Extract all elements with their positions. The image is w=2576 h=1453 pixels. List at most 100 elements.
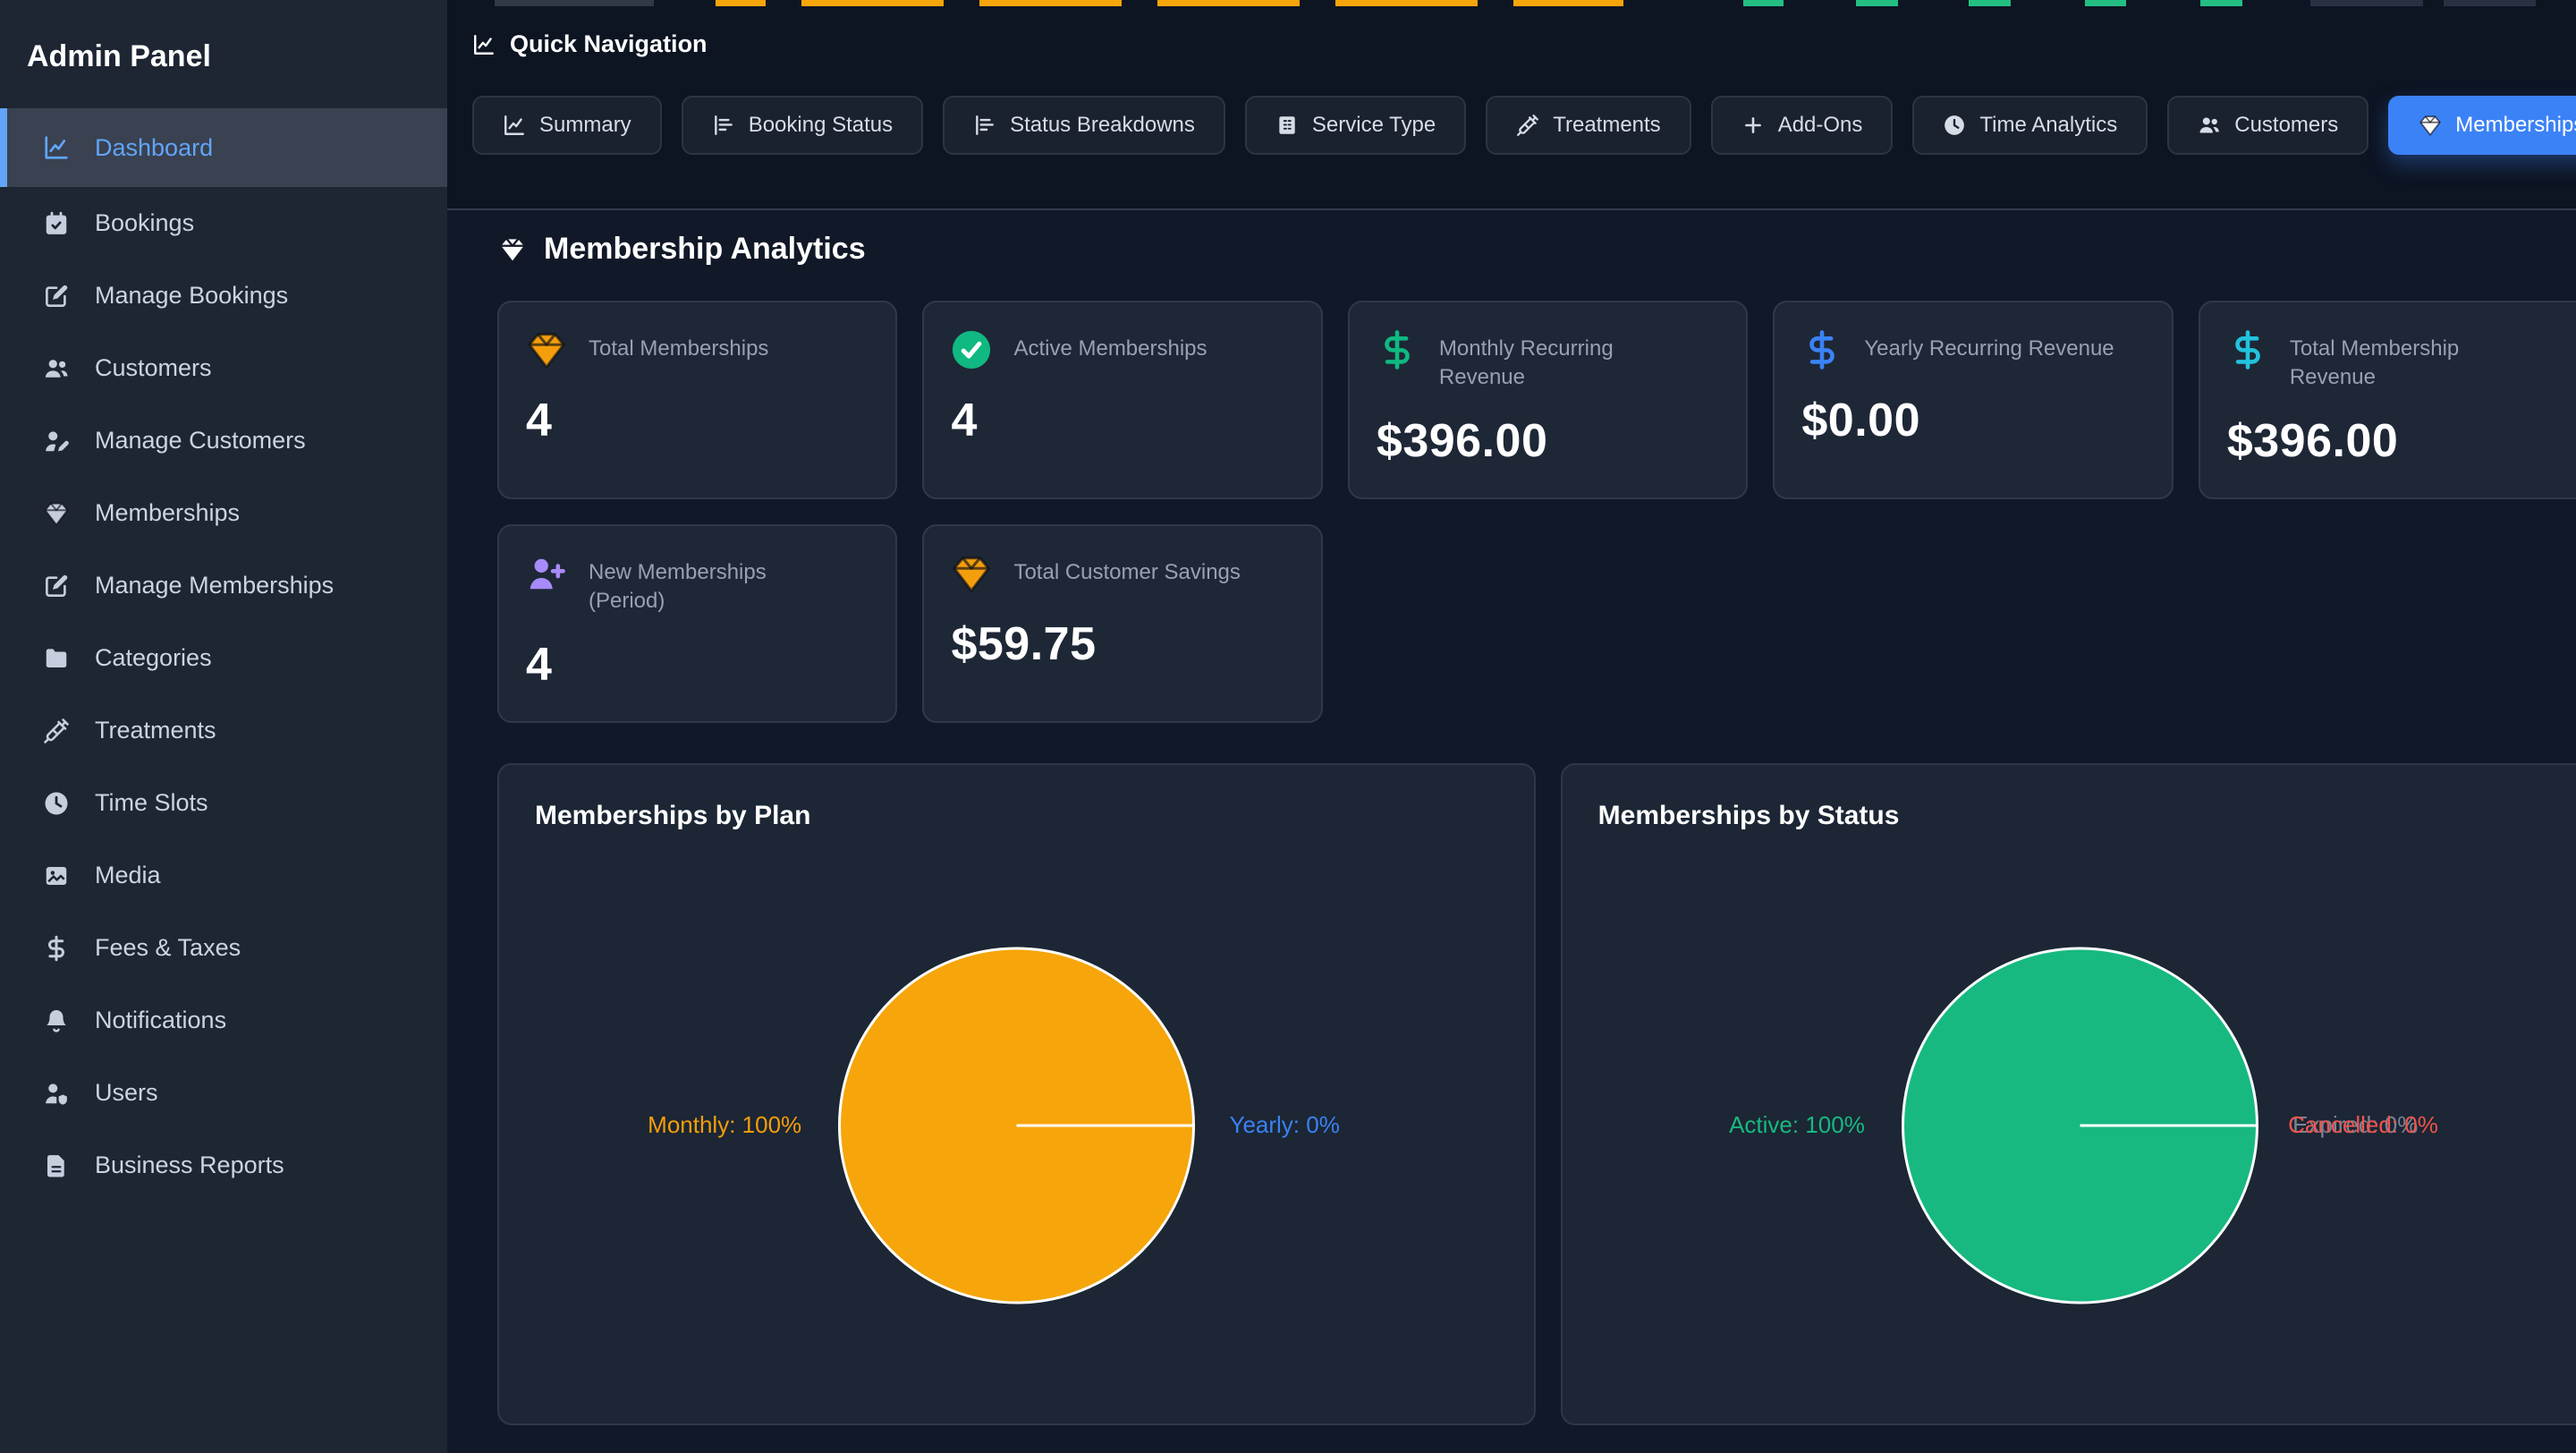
sidebar-item[interactable]: Memberships: [0, 477, 447, 549]
sidebar-item[interactable]: Treatments: [0, 694, 447, 767]
chart-fragment-bar: [1856, 0, 1898, 6]
quick-nav-button[interactable]: Treatments: [1486, 96, 1691, 155]
chart-fragment-bar: [801, 0, 944, 6]
quick-nav-button[interactable]: Time Analytics: [1912, 96, 2148, 155]
pie-chart-svg: [1901, 947, 2258, 1304]
quick-nav-button-label: Treatments: [1553, 113, 1661, 137]
chart-fragment-bar: [1335, 0, 1478, 6]
quick-nav-button[interactable]: Summary: [472, 96, 662, 155]
quick-nav-button-label: Booking Status: [748, 113, 894, 137]
sidebar-item[interactable]: Bookings: [0, 187, 447, 259]
sidebar-item[interactable]: Manage Bookings: [0, 259, 447, 332]
quick-nav-button-label: Time Analytics: [1979, 113, 2118, 137]
user-plus-icon: [526, 553, 567, 594]
quick-nav-button[interactable]: Service Type: [1244, 96, 1467, 155]
top-strip-chart-fragment: [447, 0, 2576, 6]
stat-label: New Memberships (Period): [589, 560, 767, 613]
chart-line-icon: [43, 134, 70, 161]
chart-fragment-bar: [979, 0, 1122, 6]
sidebar-item[interactable]: Business Reports: [0, 1129, 447, 1202]
stat-card: Total Memberships 4: [497, 301, 898, 499]
stats-grid: Total Memberships 4 Active Memberships 4…: [497, 301, 2576, 723]
quick-navigation-header: Quick Navigation: [447, 0, 2576, 58]
sidebar-item[interactable]: Fees & Taxes: [0, 912, 447, 984]
gem-solid-icon: [951, 553, 992, 594]
stat-value: $396.00: [1376, 415, 1548, 468]
quick-nav-button-label: Add-Ons: [1777, 113, 1863, 137]
sidebar-item-label: Memberships: [95, 499, 241, 526]
quick-nav-button-label: Service Type: [1311, 113, 1436, 137]
dollar-icon: [2227, 329, 2268, 370]
quick-nav-button[interactable]: Booking Status: [681, 96, 924, 155]
sidebar-item-label: Categories: [95, 644, 212, 671]
chart-line-icon: [472, 33, 496, 56]
chart-fragment-bar: [2310, 0, 2423, 6]
sidebar-item-label: Bookings: [95, 209, 195, 236]
chart-card: Memberships by Plan Monthly: 100% Yearly:…: [497, 763, 1536, 1425]
plus-icon: [1741, 114, 1765, 137]
clock-icon: [43, 790, 70, 817]
sidebar-item-label: Media: [95, 862, 161, 888]
chart-fragment-bar: [1969, 0, 2011, 6]
dollar-icon: [1801, 329, 1843, 370]
calendar-check-icon: [43, 210, 70, 237]
chart-fragment-bar: [2444, 0, 2536, 6]
stat-card: Total Membership Revenue $396.00: [2198, 301, 2576, 499]
sidebar-item-label: Treatments: [95, 717, 216, 743]
sidebar-item[interactable]: Notifications: [0, 984, 447, 1057]
stat-card: Active Memberships 4: [922, 301, 1323, 499]
pie-chart-svg: [838, 947, 1195, 1304]
sidebar-item-label: Business Reports: [95, 1151, 284, 1178]
quick-nav-button[interactable]: Add-Ons: [1710, 96, 1894, 155]
sidebar-item-label: Manage Customers: [95, 427, 306, 454]
sidebar-item[interactable]: Media: [0, 839, 447, 912]
quick-nav-button[interactable]: Memberships: [2388, 96, 2576, 155]
sidebar-item[interactable]: Manage Customers: [0, 404, 447, 477]
pie-slice-label: Active: 100%: [1729, 1111, 1865, 1138]
section-header: Membership Analytics: [497, 232, 2576, 267]
stat-card: Yearly Recurring Revenue $0.00: [1773, 301, 2174, 499]
quick-nav-button[interactable]: Status Breakdowns: [943, 96, 1225, 155]
image-icon: [43, 862, 70, 889]
stat-label: Monthly Recurring Revenue: [1438, 336, 1614, 389]
user-shield-icon: [43, 1080, 70, 1107]
chart-fragment-bar: [1157, 0, 1300, 6]
edit-icon: [43, 283, 70, 310]
chart-fragment-bar: [2200, 0, 2242, 6]
chart-title: Memberships by Plan: [535, 801, 811, 830]
chart-title: Memberships by Status: [1597, 801, 1900, 830]
sidebar-item[interactable]: Customers: [0, 332, 447, 404]
check-circle-icon: [951, 329, 992, 370]
quick-nav-buttons: Summary Booking Status Status Breakdowns…: [447, 96, 2576, 155]
dollar-icon: [43, 935, 70, 962]
sidebar-item[interactable]: Dashboard: [0, 108, 447, 187]
gem-solid-icon: [43, 500, 70, 527]
chart-fragment-bar: [2085, 0, 2126, 6]
user-edit-icon: [43, 428, 70, 455]
stat-label: Active Memberships: [1013, 336, 1208, 361]
stat-value: 4: [526, 639, 553, 692]
chart-fragment-bar: [495, 0, 654, 6]
quick-nav-button[interactable]: Customers: [2167, 96, 2369, 155]
quick-nav-button-label: Customers: [2234, 113, 2339, 137]
stat-label: Yearly Recurring Revenue: [1864, 336, 2114, 361]
app-title: Admin Panel: [27, 39, 211, 73]
folder-icon: [43, 645, 70, 672]
sidebar-item-label: Notifications: [95, 1007, 227, 1033]
chart-fragment-bar: [1513, 0, 1623, 6]
stat-label: Total Customer Savings: [1013, 560, 1241, 584]
sidebar-item[interactable]: Time Slots: [0, 767, 447, 839]
quick-nav-button-label: Summary: [539, 113, 631, 137]
chart-fragment-bar: [716, 0, 766, 6]
bell-icon: [43, 1007, 70, 1034]
bar-chart-icon: [712, 114, 735, 137]
stat-label: Total Memberships: [589, 336, 769, 361]
clock-icon: [1943, 114, 1966, 137]
sidebar-item[interactable]: Categories: [0, 622, 447, 694]
sidebar-item-label: Users: [95, 1079, 158, 1106]
pie-chart: Monthly: 100% Yearly: 0%: [499, 765, 1534, 1423]
chart-line-icon: [503, 114, 526, 137]
sidebar-item[interactable]: Manage Memberships: [0, 549, 447, 622]
main-content: Quick Navigation Summary Booking Status …: [447, 0, 2576, 1453]
sidebar-item[interactable]: Users: [0, 1057, 447, 1129]
